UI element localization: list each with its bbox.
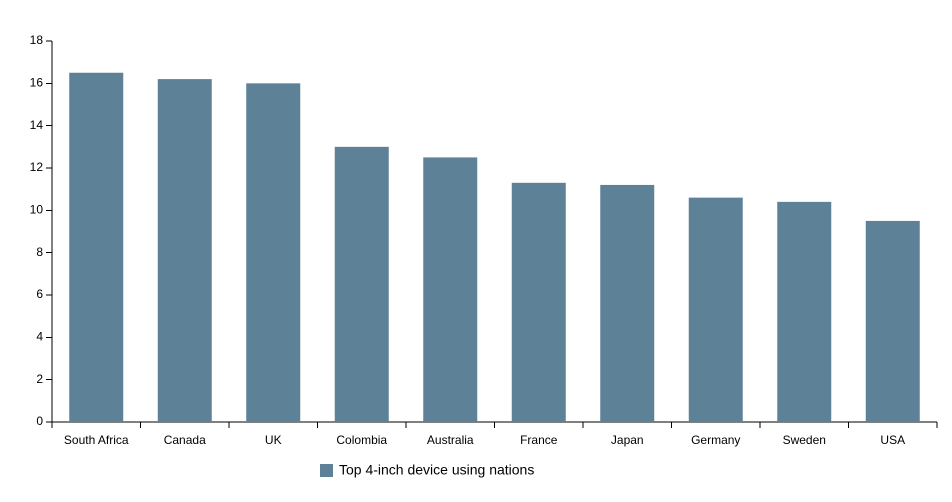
bar <box>777 201 832 422</box>
x-tick-label: Australia <box>427 433 474 447</box>
x-tick-label: France <box>520 433 558 447</box>
y-tick-label: 4 <box>36 330 43 344</box>
y-tick-label: 10 <box>30 203 44 217</box>
bar <box>246 83 301 422</box>
bar <box>334 146 389 423</box>
x-tick-label: Japan <box>611 433 644 447</box>
y-tick-label: 14 <box>30 118 44 132</box>
x-tick-label: Colombia <box>336 433 387 447</box>
y-tick-label: 0 <box>36 414 43 428</box>
x-tick-label: UK <box>265 433 282 447</box>
x-tick-label: South Africa <box>64 433 129 447</box>
bar <box>865 220 920 422</box>
x-tick-label: Canada <box>164 433 206 447</box>
bar <box>423 157 478 422</box>
y-tick-label: 18 <box>30 33 44 47</box>
x-tick-label: Germany <box>691 433 740 447</box>
x-tick-label: USA <box>880 433 905 447</box>
y-tick-label: 8 <box>36 245 43 259</box>
bar <box>511 182 566 422</box>
bar <box>600 184 655 422</box>
y-tick-label: 16 <box>30 76 44 90</box>
bar <box>157 79 212 422</box>
legend-label: Top 4-inch device using nations <box>339 462 534 478</box>
bar <box>69 72 124 422</box>
legend-swatch <box>320 464 333 477</box>
x-tick-label: Sweden <box>783 433 826 447</box>
bar <box>688 197 743 422</box>
y-tick-label: 2 <box>36 372 43 386</box>
y-tick-label: 6 <box>36 287 43 301</box>
y-tick-label: 12 <box>30 160 44 174</box>
